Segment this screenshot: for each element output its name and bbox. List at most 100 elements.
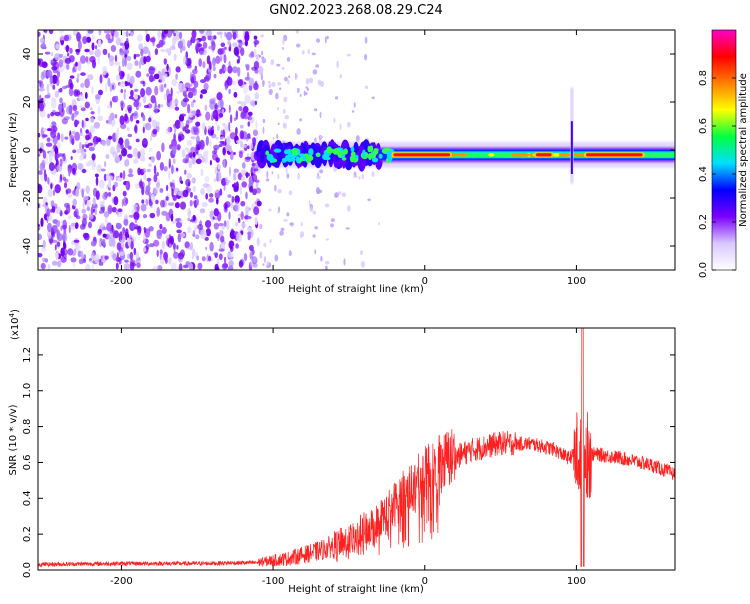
noise-speckle: [309, 207, 313, 212]
noise-speckle: [220, 235, 225, 243]
noise-speckle: [145, 243, 150, 250]
noise-speckle: [232, 183, 236, 188]
y-tick-label: 0.6: [22, 454, 33, 470]
noise-speckle: [77, 73, 80, 78]
noise-speckle: [191, 155, 196, 165]
noise-speckle: [46, 83, 50, 93]
noise-speckle: [171, 262, 177, 270]
noise-speckle: [86, 206, 91, 212]
noise-speckle: [212, 216, 215, 220]
noise-speckle: [205, 111, 211, 121]
noise-speckle: [320, 255, 323, 262]
noise-speckle: [223, 220, 227, 228]
noise-speckle: [138, 60, 141, 69]
noise-speckle: [235, 243, 239, 249]
y-tick-label: 0.2: [22, 526, 33, 542]
noise-speckle: [255, 54, 260, 62]
noise-speckle: [289, 222, 294, 226]
noise-speckle: [91, 85, 94, 95]
noise-speckle: [117, 208, 123, 213]
noise-speckle: [220, 34, 223, 39]
noise-speckle: [107, 192, 112, 197]
noise-speckle: [277, 173, 280, 180]
noise-speckle: [213, 178, 217, 183]
noise-speckle: [141, 138, 148, 148]
noise-speckle: [78, 94, 85, 101]
noise-speckle: [199, 30, 205, 34]
noise-speckle: [93, 142, 96, 148]
noise-speckle: [144, 30, 148, 35]
noise-speckle: [54, 146, 59, 155]
noise-speckle: [99, 210, 103, 214]
noise-speckle: [73, 210, 78, 217]
noise-speckle: [180, 180, 184, 184]
noise-speckle: [151, 119, 157, 128]
noise-speckle: [38, 133, 41, 138]
noise-speckle: [199, 139, 205, 150]
noise-speckle: [65, 204, 71, 214]
noise-speckle: [75, 49, 80, 56]
noise-speckle: [145, 185, 151, 193]
noise-speckle: [178, 252, 184, 260]
noise-speckle: [113, 30, 119, 38]
noise-speckle: [295, 74, 298, 79]
noise-speckle: [240, 200, 246, 207]
noise-speckle: [69, 47, 73, 54]
noise-speckle: [171, 145, 177, 155]
noise-speckle: [165, 258, 168, 264]
noise-speckle: [316, 175, 321, 180]
noise-speckle: [184, 82, 191, 89]
noise-speckle: [239, 124, 244, 129]
noise-speckle: [275, 92, 279, 100]
noise-speckle: [228, 88, 231, 95]
spike: [570, 121, 573, 174]
noise-speckle: [268, 208, 272, 212]
noise-speckle: [325, 238, 329, 241]
noise-speckle: [296, 43, 301, 48]
noise-speckle: [176, 244, 179, 250]
noise-speckle: [168, 257, 172, 265]
noise-speckle: [190, 71, 192, 79]
noise-speckle: [108, 55, 115, 62]
noise-speckle: [360, 250, 363, 256]
y-tick-label: 1.0: [22, 383, 33, 399]
noise-speckle: [277, 122, 280, 126]
noise-speckle: [107, 175, 114, 181]
noise-speckle: [324, 36, 327, 44]
noise-speckle: [153, 174, 158, 183]
noise-speckle: [213, 35, 217, 40]
noise-speckle: [48, 151, 52, 159]
noise-speckle: [126, 62, 133, 71]
noise-speckle: [55, 220, 61, 227]
noise-speckle: [311, 52, 316, 56]
noise-speckle: [68, 169, 71, 177]
noise-speckle: [100, 168, 106, 172]
noise-speckle: [50, 148, 54, 152]
noise-speckle: [128, 168, 133, 175]
noise-speckle: [224, 86, 228, 91]
noise-speckle: [247, 145, 250, 150]
noise-speckle: [68, 225, 71, 234]
noise-speckle: [208, 255, 212, 262]
noise-speckle: [274, 184, 277, 192]
noise-speckle: [127, 107, 132, 114]
noise-speckle: [200, 229, 207, 239]
noise-speckle: [282, 122, 285, 129]
noise-speckle: [190, 83, 193, 87]
noise-speckle: [64, 57, 71, 64]
noise-speckle: [103, 30, 111, 34]
noise-speckle: [210, 130, 214, 136]
noise-speckle: [156, 172, 159, 177]
noise-speckle: [201, 256, 206, 262]
noise-speckle: [247, 216, 252, 220]
noise-speckle: [120, 42, 124, 46]
noise-speckle: [228, 121, 231, 132]
noise-speckle: [286, 57, 291, 62]
noise-speckle: [105, 33, 111, 40]
noise-speckle: [213, 73, 217, 79]
noise-speckle: [133, 88, 139, 93]
noise-speckle: [101, 140, 106, 147]
noise-speckle: [174, 125, 177, 135]
